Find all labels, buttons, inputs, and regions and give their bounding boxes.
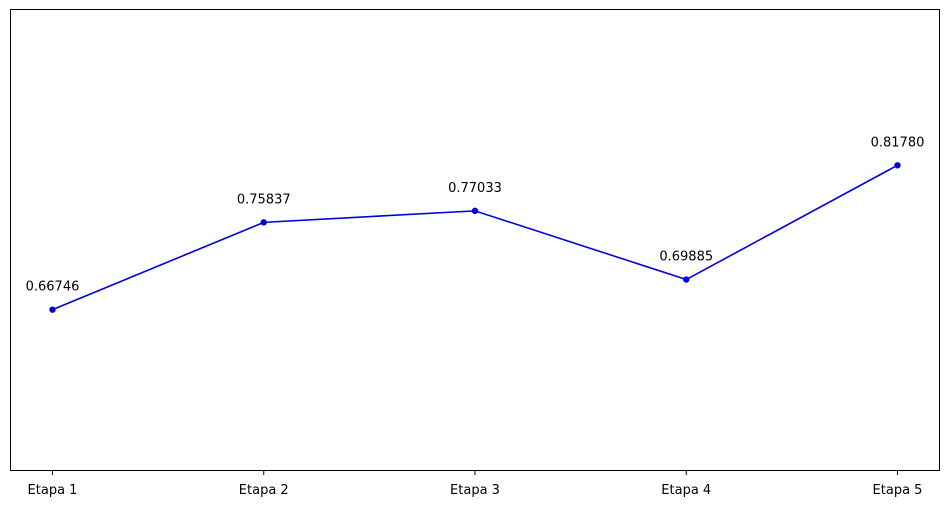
data-label-group: 0.66746 0.75837 0.77033 0.69885 0.81780 <box>26 135 925 294</box>
data-point-marker <box>683 276 690 283</box>
x-tick-label: Etapa 5 <box>873 483 923 498</box>
x-tick-label-group: Etapa 1 Etapa 2 Etapa 3 Etapa 4 Etapa 5 <box>28 483 923 498</box>
data-point-marker <box>471 207 479 215</box>
x-tick-label: Etapa 2 <box>239 483 289 498</box>
x-tick-label: Etapa 4 <box>661 483 711 498</box>
marker-group <box>49 162 901 313</box>
data-point-marker <box>894 162 901 169</box>
data-point-marker <box>260 219 267 226</box>
data-point-marker <box>49 306 56 313</box>
x-tick-group <box>52 470 898 475</box>
data-label: 0.77033 <box>448 181 502 196</box>
x-tick-label: Etapa 3 <box>450 483 500 498</box>
plot-area-frame <box>10 9 940 471</box>
data-label: 0.69885 <box>659 250 713 265</box>
data-label: 0.66746 <box>26 280 80 295</box>
data-label: 0.81780 <box>871 135 925 150</box>
x-tick-label: Etapa 1 <box>28 483 78 498</box>
data-label: 0.75837 <box>237 192 291 207</box>
